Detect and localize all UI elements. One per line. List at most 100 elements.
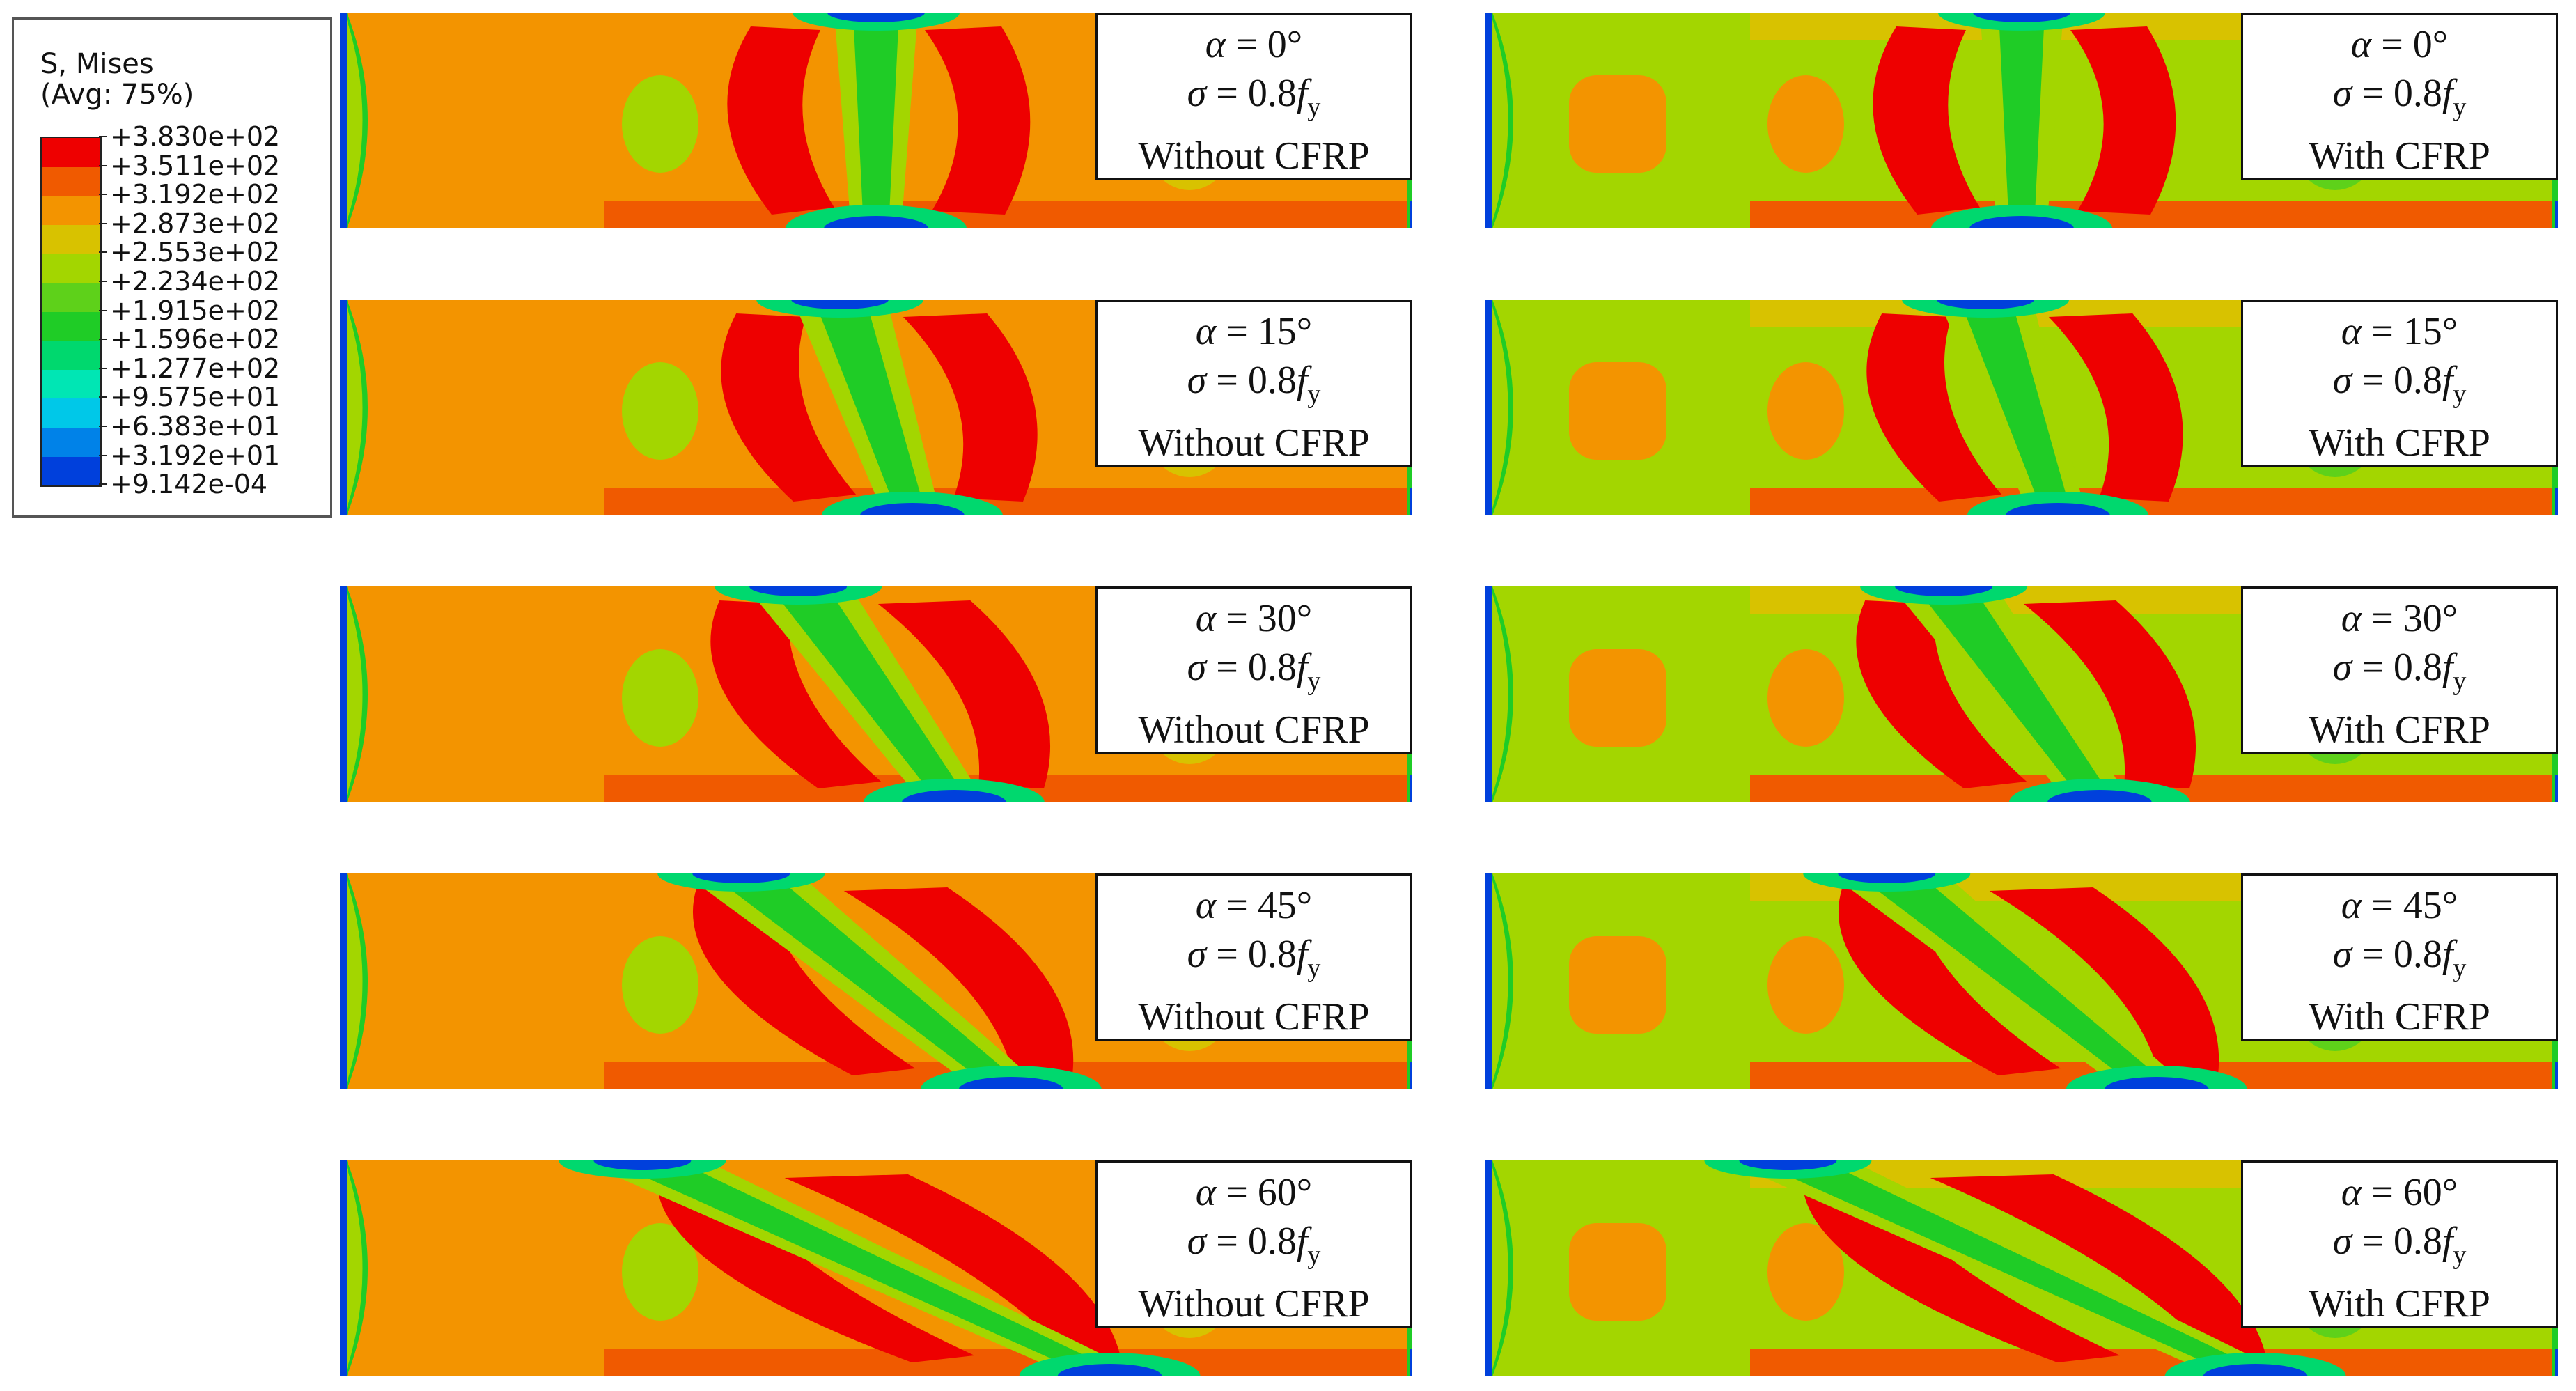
case-label-box: α = 45° σ = 0.8fy Without CFRP	[1095, 873, 1412, 1041]
alpha-value: 30°	[2403, 597, 2458, 640]
sigma-subscript: y	[1307, 380, 1321, 409]
legend-tick-mark	[99, 251, 107, 254]
case-label-box: α = 15° σ = 0.8fy Without CFRP	[1095, 300, 1412, 467]
legend-swatch	[42, 138, 100, 167]
sigma-label: σ = 0.8fy	[1187, 1220, 1321, 1270]
stress-contour-panel: α = 15° σ = 0.8fy Without CFRP	[340, 300, 1412, 515]
legend-subtitle: (Avg: 75%)	[40, 79, 194, 111]
cfrp-label: With CFRP	[2309, 995, 2490, 1039]
sigma-symbol: f	[2442, 72, 2453, 115]
sigma-subscript: y	[2453, 667, 2467, 696]
legend-tick-label: +2.873e+02	[110, 208, 281, 239]
case-label-box: α = 30° σ = 0.8fy With CFRP	[2241, 586, 2558, 754]
sigma-label: σ = 0.8fy	[2332, 359, 2467, 409]
cfrp-label: With CFRP	[2309, 1282, 2490, 1326]
stress-contour-panel: α = 60° σ = 0.8fy Without CFRP	[340, 1160, 1412, 1376]
sigma-label: σ = 0.8fy	[2332, 1220, 2467, 1270]
sigma-coefficient: 0.8	[1247, 933, 1297, 976]
alpha-label: α = 45°	[2341, 884, 2458, 927]
legend-swatch	[42, 398, 100, 428]
cfrp-label: With CFRP	[2309, 421, 2490, 465]
legend-tick-mark	[99, 426, 107, 427]
cfrp-label: Without CFRP	[1138, 995, 1370, 1039]
alpha-value: 45°	[1257, 884, 1313, 927]
alpha-value: 0°	[1267, 23, 1303, 66]
legend-tick-mark	[99, 222, 107, 224]
sigma-symbol: f	[1296, 1220, 1308, 1263]
legend-swatch	[42, 254, 100, 283]
legend-tick-mark	[99, 194, 107, 196]
sigma-subscript: y	[2453, 93, 2467, 122]
stress-contour-panel: α = 60° σ = 0.8fy With CFRP	[1485, 1160, 2558, 1376]
sigma-coefficient: 0.8	[1247, 72, 1297, 115]
legend-tick-label: +2.553e+02	[110, 237, 281, 268]
legend-swatch	[42, 456, 100, 486]
alpha-value: 15°	[1257, 310, 1313, 353]
sigma-subscript: y	[1307, 667, 1321, 696]
legend-tick-label: +1.277e+02	[110, 352, 281, 384]
case-label-box: α = 15° σ = 0.8fy With CFRP	[2241, 300, 2558, 467]
alpha-value: 45°	[2403, 884, 2458, 927]
stress-legend: S, Mises (Avg: 75%) +3.830e+02 +3.511e+02…	[12, 17, 332, 518]
cfrp-label: Without CFRP	[1138, 708, 1370, 752]
stress-contour-panel: α = 45° σ = 0.8fy With CFRP	[1485, 873, 2558, 1089]
legend-tick-mark	[99, 396, 107, 398]
sigma-symbol: f	[1296, 359, 1308, 402]
sigma-label: σ = 0.8fy	[1187, 72, 1321, 122]
sigma-symbol: f	[2442, 933, 2453, 976]
sigma-symbol: f	[1296, 933, 1308, 976]
legend-tick-label: +3.830e+02	[110, 121, 281, 152]
sigma-subscript: y	[1307, 954, 1321, 983]
case-label-box: α = 60° σ = 0.8fy With CFRP	[2241, 1160, 2558, 1328]
sigma-symbol: f	[2442, 646, 2453, 689]
alpha-value: 30°	[1257, 597, 1313, 640]
sigma-subscript: y	[2453, 380, 2467, 409]
stress-contour-panel: α = 0° σ = 0.8fy Without CFRP	[340, 13, 1412, 228]
cfrp-label: With CFRP	[2309, 708, 2490, 752]
sigma-label: σ = 0.8fy	[2332, 646, 2467, 696]
sigma-subscript: y	[2453, 1241, 2467, 1270]
sigma-coefficient: 0.8	[1247, 359, 1297, 402]
legend-tick-label: +3.192e+01	[110, 440, 281, 471]
sigma-coefficient: 0.8	[2393, 72, 2442, 115]
sigma-coefficient: 0.8	[2393, 1220, 2442, 1263]
sigma-label: σ = 0.8fy	[2332, 933, 2467, 983]
legend-tick-mark	[99, 454, 107, 456]
legend-title: S, Mises	[40, 48, 154, 80]
legend-tick-label: +6.383e+01	[110, 411, 281, 442]
legend-tick-label: +1.596e+02	[110, 324, 281, 355]
legend-swatch	[42, 341, 100, 370]
stress-contour-panel: α = 30° σ = 0.8fy Without CFRP	[340, 586, 1412, 802]
case-label-box: α = 30° σ = 0.8fy Without CFRP	[1095, 586, 1412, 754]
legend-tick-mark	[99, 483, 107, 485]
sigma-subscript: y	[1307, 1241, 1321, 1270]
legend-swatch	[42, 166, 100, 196]
sigma-label: σ = 0.8fy	[2332, 72, 2467, 122]
cfrp-label: Without CFRP	[1138, 1282, 1370, 1326]
sigma-label: σ = 0.8fy	[1187, 359, 1321, 409]
sigma-symbol: f	[1296, 646, 1308, 689]
stress-contour-panel: α = 30° σ = 0.8fy With CFRP	[1485, 586, 2558, 802]
case-label-box: α = 0° σ = 0.8fy Without CFRP	[1095, 13, 1412, 180]
sigma-symbol: f	[1296, 72, 1308, 115]
stress-contour-panel: α = 0° σ = 0.8fy With CFRP	[1485, 13, 2558, 228]
legend-swatch	[42, 427, 100, 457]
alpha-label: α = 45°	[1195, 884, 1313, 927]
legend-tick-label: +3.192e+02	[110, 179, 281, 210]
legend-tick-label: +3.511e+02	[110, 150, 281, 181]
legend-swatch	[42, 224, 100, 254]
legend-tick-mark	[99, 136, 107, 137]
alpha-label: α = 0°	[1205, 23, 1303, 66]
sigma-label: σ = 0.8fy	[1187, 933, 1321, 983]
legend-swatch	[42, 369, 100, 399]
sigma-coefficient: 0.8	[2393, 933, 2442, 976]
legend-swatch	[42, 196, 100, 225]
stress-contour-panel: α = 45° σ = 0.8fy Without CFRP	[340, 873, 1412, 1089]
alpha-value: 60°	[1257, 1171, 1313, 1214]
alpha-label: α = 30°	[1195, 597, 1313, 640]
cfrp-label: With CFRP	[2309, 134, 2490, 178]
case-label-box: α = 45° σ = 0.8fy With CFRP	[2241, 873, 2558, 1041]
alpha-label: α = 0°	[2350, 23, 2449, 66]
alpha-label: α = 15°	[2341, 310, 2458, 353]
legend-tick-label: +1.915e+02	[110, 295, 281, 326]
